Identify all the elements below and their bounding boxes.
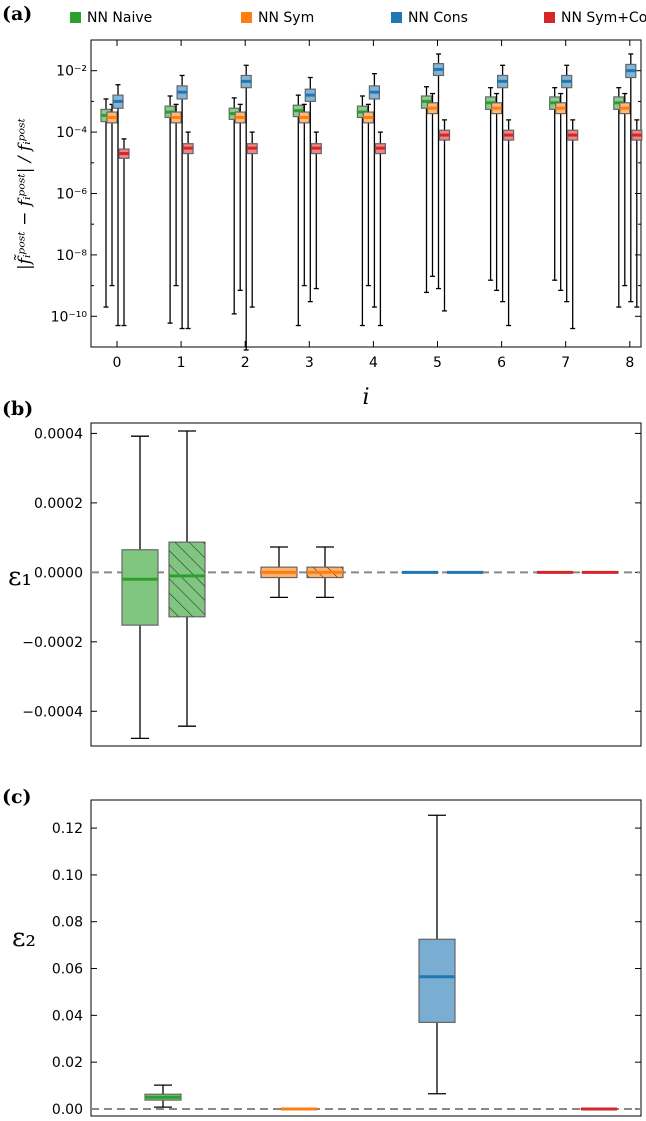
panel-c-ytick-label-1: 0.02 [52,1055,83,1071]
legend: NN Naive NN Sym NN Cons NN Sym+Cons [70,10,646,26]
legend-swatch-1 [241,12,252,23]
panel-c-frame [90,799,642,1117]
panel-a-xlabel: i [362,385,369,410]
panel-c-ytick-label-3: 0.06 [52,962,83,978]
panel-a-xtick-label-7: 7 [561,355,570,371]
panel-a-xtick-label-2: 2 [241,355,250,371]
panel-a-ytick-label-3: 10⁻⁴ [56,125,87,141]
panel-a-xtick-label-0: 0 [113,355,122,371]
panel-b-frame [90,422,642,747]
legend-swatch-0 [70,12,81,23]
panel-c-ytick-label-2: 0.04 [52,1008,83,1024]
panel-c-ylabel: ε₂ [12,923,36,953]
panel-a-xtick-label-3: 3 [305,355,314,371]
panel-b: −0.0004 −0.0002 0.0000 0.0002 0.0004 ε₁ [8,422,642,747]
panel-a-ytick-label-1: 10⁻⁸ [56,248,87,264]
legend-swatch-3 [544,12,555,23]
panel-b-ytick-label-3: 0.0002 [34,496,83,512]
panel-b-ytick-label-2: 0.0000 [34,565,83,581]
panel-a-ytick-label-2: 10⁻⁶ [56,187,87,203]
panel-c-box-2-box [418,938,456,1023]
legend-swatch-2 [391,12,402,23]
panel-a: 10⁻¹⁰ 10⁻⁸ 10⁻⁶ 10⁻⁴ 10⁻² 0 1 2 3 4 5 6 7 8 |f̃ᵢᵖᵒˢᵗ … [14,39,643,410]
panel-c-ytick-label-6: 0.12 [52,821,83,837]
panel-b-ylabel: ε₁ [8,562,32,592]
panel-label-c: (c) [2,786,32,808]
legend-label-3: NN Sym+Cons [561,10,646,26]
panel-c-ytick-label-0: 0.00 [52,1102,83,1118]
legend-label-0: NN Naive [87,10,152,26]
panel-label-a: (a) [2,3,32,25]
panel-b-box-1-hatch [169,542,205,617]
panel-a-ytick-label-4: 10⁻² [56,64,87,80]
panel-a-ylabel: |f̃ᵢᵖᵒˢᵗ − fᵢᵖᵒˢᵗ| / fᵢᵖᵒˢᵗ [14,117,35,270]
legend-label-1: NN Sym [258,10,314,26]
panel-b-box-0-box [121,549,159,626]
panel-b-ytick-label-4: 0.0004 [34,426,83,442]
panel-a-xtick-label-1: 1 [177,355,186,371]
panel-a-xtick-label-5: 5 [433,355,442,371]
panel-c-ytick-label-5: 0.10 [52,868,83,884]
panel-a-xtick-label-6: 6 [497,355,506,371]
panel-a-ytick-label-0: 10⁻¹⁰ [51,309,88,325]
panel-c-ytick-label-4: 0.08 [52,915,83,931]
panel-c: 0.00 0.02 0.04 0.06 0.08 0.10 0.12 ε₂ [12,799,642,1118]
panel-a-xtick-label-8: 8 [625,355,634,371]
panel-a-xtick-label-4: 4 [369,355,378,371]
legend-label-2: NN Cons [408,10,468,26]
panel-b-ytick-label-1: −0.0002 [22,635,83,651]
panel-b-ytick-label-0: −0.0004 [22,704,83,720]
panel-label-b: (b) [2,398,33,420]
panel-a-frame [90,39,642,348]
